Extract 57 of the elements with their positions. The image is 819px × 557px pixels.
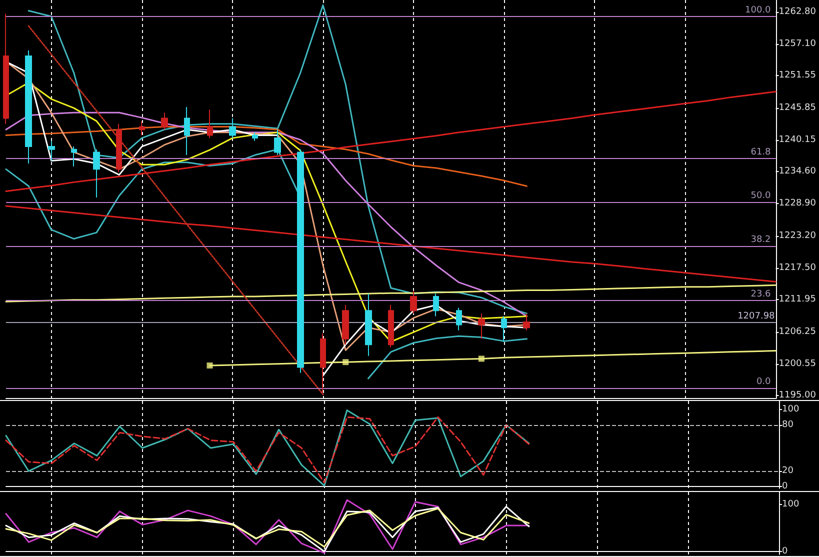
candlestick xyxy=(161,112,168,130)
candlestick xyxy=(342,304,349,346)
y-tick-label: 1211.95 xyxy=(778,294,816,305)
candlestick xyxy=(501,316,507,342)
candlestick xyxy=(320,332,326,394)
y-tick-label: 1234.60 xyxy=(778,166,816,176)
y-tick-label: 1257.10 xyxy=(778,39,816,50)
y-tick-label: 1217.50 xyxy=(778,263,816,274)
y-tick-label: 1240.15 xyxy=(778,135,816,146)
candlestick xyxy=(365,293,372,356)
candlestick xyxy=(274,129,281,156)
annotation: 61.8 xyxy=(750,147,772,158)
y-tick-label: 1206.25 xyxy=(778,326,816,337)
annotation: 0.0 xyxy=(756,377,772,388)
candlestick xyxy=(93,148,100,198)
y-tick-label: 100 xyxy=(782,404,800,414)
candlestick xyxy=(71,146,77,167)
y-tick-label: 1251.55 xyxy=(778,70,816,81)
y-tick-label: 1228.90 xyxy=(778,198,816,209)
y-tick-label: 1195.00 xyxy=(778,390,816,400)
candlestick xyxy=(410,290,417,314)
y-tick-label: 1200.55 xyxy=(778,359,816,370)
annotation: 38.2 xyxy=(750,235,771,246)
annotation: 50.0 xyxy=(750,190,772,201)
candlestick xyxy=(388,304,394,348)
candlestick xyxy=(207,109,213,139)
candlestick xyxy=(433,293,439,317)
candlestick xyxy=(184,106,190,156)
ref-line-label: 1207.98 xyxy=(738,312,776,322)
candlestick xyxy=(139,120,145,136)
annotation: 100.0 xyxy=(745,5,772,16)
candlestick xyxy=(297,148,304,374)
y-tick-label: 1245.85 xyxy=(778,102,816,113)
candlestick xyxy=(456,307,462,331)
candlestick xyxy=(478,312,485,340)
line-series xyxy=(5,90,777,192)
y-tick-label: 80 xyxy=(782,420,794,430)
candlestick xyxy=(3,13,9,124)
candlestick xyxy=(252,132,258,142)
line-series xyxy=(28,4,528,314)
y-tick-label: 1262.80 xyxy=(778,6,816,17)
y-tick-label: 0 xyxy=(782,482,788,492)
candlestick xyxy=(25,50,32,164)
y-tick-label: 0 xyxy=(782,546,788,556)
y-tick-label: 100 xyxy=(782,499,800,510)
y-tick-label: 1223.20 xyxy=(778,230,816,241)
candlestick xyxy=(48,140,55,162)
candlestick xyxy=(229,118,236,139)
candlestick xyxy=(523,312,530,331)
line-series xyxy=(5,284,777,302)
line-series xyxy=(5,112,528,318)
y-tick-label: 20 xyxy=(782,466,794,476)
line-series xyxy=(5,126,528,187)
annotation: 23.6 xyxy=(750,289,772,300)
line-series xyxy=(5,205,777,283)
candlestick xyxy=(116,123,122,173)
line-series xyxy=(28,25,324,396)
